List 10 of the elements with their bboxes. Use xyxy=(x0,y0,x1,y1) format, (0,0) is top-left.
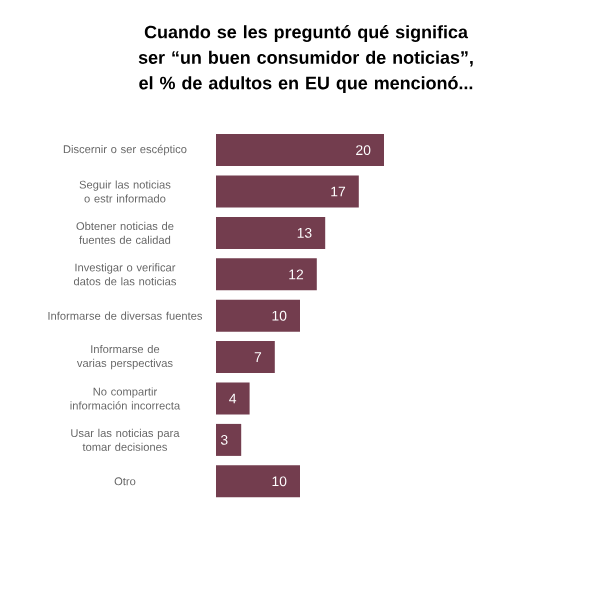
bar xyxy=(216,258,317,291)
bar xyxy=(216,341,275,374)
bar xyxy=(216,216,326,249)
bar xyxy=(216,423,242,456)
bar xyxy=(216,382,250,415)
chart-title: Cuando se les preguntó qué significa ser “un buen consumidor de noticias”, el % de adultos en EU que mencionó... xyxy=(138,25,473,93)
bar xyxy=(216,134,384,167)
bar xyxy=(216,175,359,208)
bar xyxy=(216,299,300,332)
bar xyxy=(216,465,300,498)
